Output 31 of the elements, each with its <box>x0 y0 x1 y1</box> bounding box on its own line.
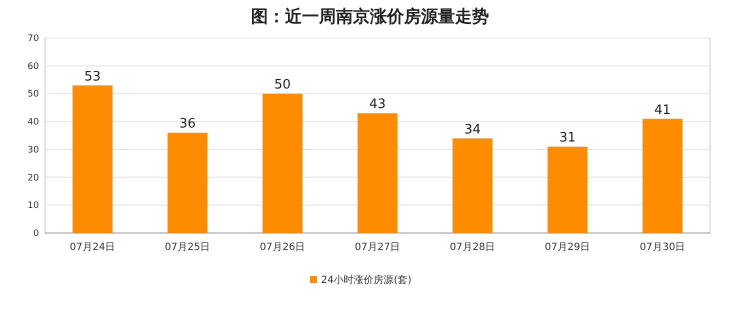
data-label: 43 <box>369 97 386 112</box>
data-label: 31 <box>559 130 576 146</box>
y-tick-label: 30 <box>28 145 40 156</box>
data-label: 53 <box>84 69 101 84</box>
bar <box>452 138 492 233</box>
y-tick-label: 20 <box>28 173 40 184</box>
bar <box>168 132 208 233</box>
bar <box>548 146 588 233</box>
data-label: 50 <box>274 78 291 93</box>
y-tick-label: 60 <box>28 62 40 72</box>
bar <box>642 118 682 233</box>
y-tick-label: 10 <box>28 201 40 212</box>
x-tick-label: 07月25日 <box>164 242 210 253</box>
y-tick-label: 0 <box>33 229 40 239</box>
bar <box>72 85 112 233</box>
x-tick-label: 07月24日 <box>70 242 116 253</box>
bar <box>262 94 302 233</box>
x-tick-label: 07月27日 <box>354 242 400 253</box>
x-tick-label: 07月28日 <box>450 242 496 253</box>
bar <box>358 113 398 233</box>
x-tick-label: 07月29日 <box>544 242 590 253</box>
chart-title: 图：近一周南京涨价房源量走势 <box>251 7 489 27</box>
data-label: 34 <box>464 122 481 138</box>
data-label: 36 <box>179 116 196 132</box>
y-tick-label: 40 <box>28 118 40 128</box>
data-label: 41 <box>654 102 671 118</box>
x-tick-label: 07月26日 <box>260 242 306 253</box>
y-tick-label: 50 <box>28 90 40 100</box>
x-tick-label: 07月30日 <box>640 242 686 253</box>
y-tick-label: 70 <box>28 34 40 44</box>
legend-label: 24小时涨价房源(套) <box>321 274 412 286</box>
